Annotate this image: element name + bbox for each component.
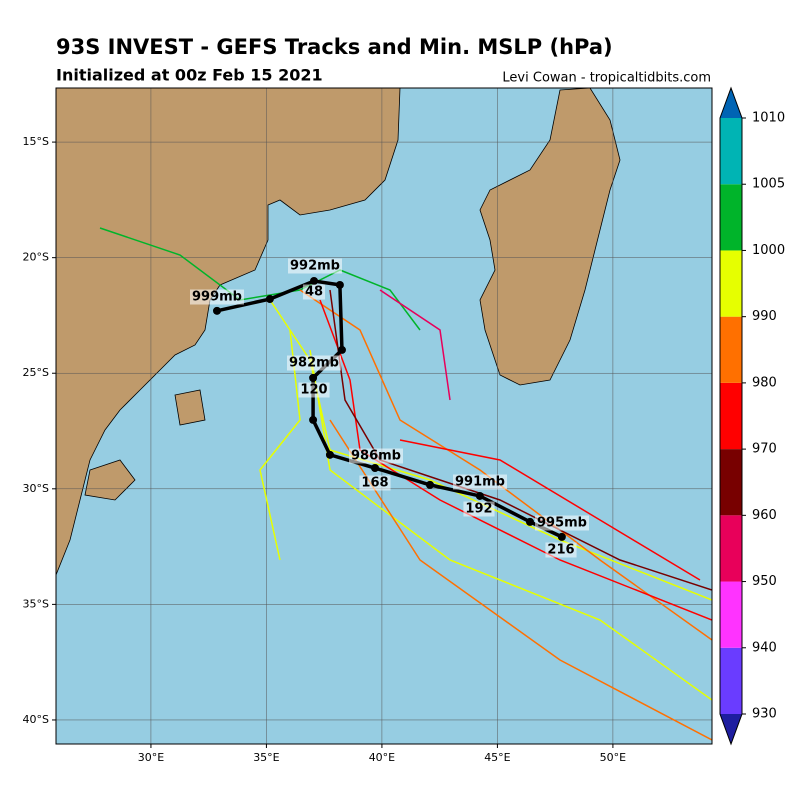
- x-tick-label: 45°E: [484, 751, 510, 764]
- y-tick-label: 30°S: [23, 482, 49, 495]
- track-point: [212, 306, 221, 315]
- title: 93S INVEST - GEFS Tracks and Min. MSLP (…: [56, 35, 613, 59]
- track-annotation: 992mb: [290, 259, 340, 274]
- track-annotation: 986mb: [351, 449, 401, 464]
- colorbar-segment: [720, 382, 742, 450]
- track-annotation: 192: [465, 502, 492, 517]
- track-point: [525, 517, 534, 526]
- colorbar-segment: [720, 184, 742, 251]
- colorbar-label: 970: [752, 442, 777, 457]
- track-annotation: 995mb: [537, 516, 587, 531]
- track-point: [309, 415, 318, 424]
- y-tick-label: 15°S: [23, 135, 49, 148]
- colorbar-segment: [720, 515, 742, 582]
- track-point: [309, 373, 318, 382]
- track-annotation: 120: [300, 383, 327, 398]
- colorbar-label: 1010: [752, 111, 785, 126]
- x-tick-label: 50°E: [600, 751, 626, 764]
- x-tick-label: 30°E: [138, 751, 164, 764]
- annotation-bg: [359, 475, 391, 491]
- annotation-bg: [545, 542, 577, 558]
- colorbar-segment: [720, 250, 742, 317]
- colorbar-segment: [720, 449, 742, 516]
- annotation-bg: [288, 258, 342, 274]
- track-annotation: 168: [361, 476, 388, 491]
- colorbar-segment: [720, 581, 742, 648]
- track-annotation: 216: [547, 543, 574, 558]
- colorbar-label: 930: [752, 707, 777, 722]
- annotation-bg: [463, 501, 495, 517]
- colorbar-label: 950: [752, 574, 777, 589]
- subtitle: Initialized at 00z Feb 15 2021: [56, 66, 323, 85]
- colorbar-label: 980: [752, 375, 777, 390]
- track-annotation: 982mb: [289, 356, 339, 371]
- annotation-bg: [453, 474, 507, 490]
- colorbar-segment: [720, 647, 742, 714]
- track-point: [425, 480, 434, 489]
- track-point: [370, 464, 379, 473]
- colorbar-under: [720, 714, 742, 744]
- track-annotation: 991mb: [455, 475, 505, 490]
- annotation-bg: [535, 515, 589, 531]
- x-tick-label: 35°E: [253, 751, 279, 764]
- colorbar-segment: [720, 316, 742, 383]
- colorbar-label: 1000: [752, 243, 785, 258]
- track-point: [325, 450, 334, 459]
- y-tick-label: 25°S: [23, 366, 49, 379]
- track-point: [335, 280, 344, 289]
- y-tick-label: 40°S: [23, 713, 49, 726]
- annotation-bg: [298, 382, 330, 398]
- track-point: [557, 532, 566, 541]
- credit: Levi Cowan - tropicaltidbits.com: [502, 71, 711, 86]
- map-frame: [55, 87, 713, 745]
- y-tick-label: 20°S: [23, 251, 49, 264]
- colorbar-label: 990: [752, 309, 777, 324]
- colorbar-label: 960: [752, 508, 777, 523]
- y-tick-label: 35°S: [23, 597, 49, 610]
- colorbar-label: 1005: [752, 177, 785, 192]
- track-point: [475, 491, 484, 500]
- track-annotation: 999mb: [192, 290, 242, 305]
- track-annotation: 48: [305, 285, 323, 300]
- track-point: [337, 345, 346, 354]
- track-point: [310, 277, 319, 286]
- annotation-bg: [190, 289, 244, 305]
- land: [56, 88, 621, 576]
- track-point: [265, 295, 274, 304]
- annotation-bg: [287, 355, 341, 371]
- colorbar-over: [720, 88, 742, 118]
- colorbar-label: 940: [752, 640, 777, 655]
- colorbar-segment: [720, 118, 742, 185]
- x-tick-label: 40°E: [369, 751, 395, 764]
- annotation-bg: [302, 284, 326, 300]
- annotation-bg: [349, 448, 403, 464]
